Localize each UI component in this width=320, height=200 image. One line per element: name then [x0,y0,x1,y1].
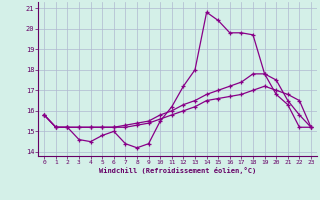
X-axis label: Windchill (Refroidissement éolien,°C): Windchill (Refroidissement éolien,°C) [99,167,256,174]
